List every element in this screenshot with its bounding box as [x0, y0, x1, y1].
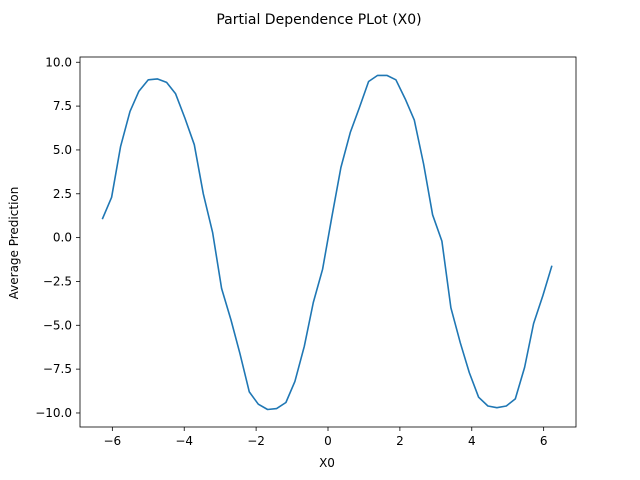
plot-frame	[79, 56, 577, 428]
y-tick-label: 0.0	[53, 231, 72, 245]
y-axis-label: Average Prediction	[7, 187, 21, 300]
x-tick-label: −2	[247, 434, 265, 448]
y-tick-label: 5.0	[53, 143, 72, 157]
axis-ticks: −6 −4 −2 0 2 4 6 10.0 7.5 5.0 2.5 0.0 −2.5 −5.0 −7.5 −1…	[35, 55, 547, 448]
y-tick-label: 10.0	[45, 55, 72, 69]
y-tick-label: −5.0	[43, 318, 72, 332]
x-tick-label: −6	[103, 434, 121, 448]
x-tick-label: 0	[324, 434, 332, 448]
x-axis-label: X0	[319, 456, 335, 470]
y-tick-label: −7.5	[43, 362, 72, 376]
x-tick-label: 4	[468, 434, 476, 448]
series-line	[101, 74, 553, 411]
y-tick-label: −2.5	[43, 274, 72, 288]
y-tick-label: 2.5	[53, 187, 72, 201]
y-tick-label: 7.5	[53, 99, 72, 113]
chart-title: Partial Dependence PLot (X0)	[216, 12, 421, 28]
x-tick-label: 2	[396, 434, 404, 448]
x-tick-label: −4	[175, 434, 193, 448]
x-tick-label: 6	[540, 434, 548, 448]
y-tick-label: −10.0	[35, 406, 72, 420]
